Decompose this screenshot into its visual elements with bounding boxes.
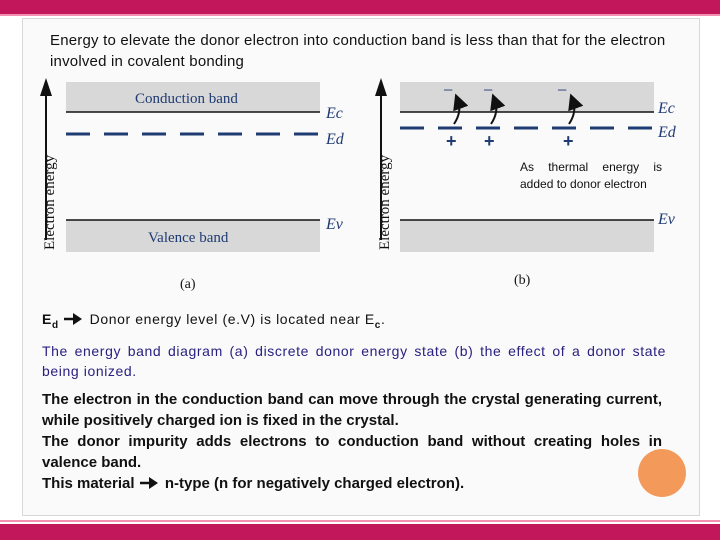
band-diagram: Electron energy Conduction band Ec Ed Va… (40, 78, 677, 292)
bottom-accent-stripe (0, 520, 720, 522)
material-text: This material (42, 475, 135, 492)
excitation-arrow-2 (490, 93, 506, 125)
conduction-band-b (400, 82, 654, 112)
free-electron-2: − (483, 80, 493, 100)
ionized-donor-3: + (563, 131, 574, 151)
energy-axis-a-arrow (40, 78, 52, 96)
ionized-donor-1: + (446, 131, 457, 151)
ev-label-b: Ev (657, 211, 676, 228)
thermal-energy-note: As thermal energy is added to donor elec… (520, 160, 662, 191)
ed-label-a: Ed (325, 131, 345, 148)
valence-band-a (66, 220, 320, 252)
top-accent-stripe (0, 14, 720, 16)
ec-label-b: Ec (657, 100, 675, 117)
panel-a-label: (a) (180, 277, 196, 292)
arrow-right-icon (139, 475, 161, 496)
ed-description-text: Donor energy level (e.V) is located near… (89, 311, 375, 327)
panel-b-label: (b) (514, 273, 531, 288)
arrow-right-icon (63, 312, 85, 329)
ec-label-a: Ec (325, 105, 343, 122)
ec-subscript: c (374, 319, 381, 331)
donor-level-description: Ed Donor energy level (e.V) is located n… (42, 311, 385, 331)
ed-description-end: . (380, 311, 386, 327)
explanation-paragraph-3: This material n-type (n for negatively c… (42, 473, 662, 496)
energy-axis-b-arrow (375, 78, 387, 96)
valence-band-label-a: Valence band (148, 230, 229, 246)
top-accent-bar (0, 0, 720, 14)
explanation-text: The electron in the conduction band can … (42, 389, 662, 496)
ed-label-b: Ed (657, 124, 677, 141)
explanation-paragraph-2: The donor impurity adds electrons to con… (42, 433, 662, 471)
free-electron-1: − (443, 80, 453, 100)
bottom-accent-bar (0, 524, 720, 540)
explanation-paragraph-1: The electron in the conduction band can … (42, 391, 662, 429)
valence-band-b (400, 220, 654, 252)
excitation-arrow-3 (568, 93, 584, 125)
ed-subscript: d (51, 319, 59, 331)
slide-title: Energy to elevate the donor electron int… (50, 32, 666, 70)
conduction-band-a (66, 82, 320, 112)
panel-b: Electron energy Ec Ed − − − + + + Ev (b) (375, 78, 677, 288)
excitation-arrow-1 (453, 93, 469, 125)
diagram-caption: The energy band diagram (a) discrete don… (42, 343, 666, 379)
ionized-donor-2: + (484, 131, 495, 151)
ed-symbol: E (42, 311, 52, 327)
ev-label-a: Ev (325, 216, 344, 233)
decorative-circle (638, 449, 686, 497)
conduction-band-label-a: Conduction band (135, 91, 238, 107)
free-electron-3: − (557, 80, 567, 100)
energy-axis-b-label: Electron energy (377, 154, 393, 250)
n-type-text: n-type (n for negatively charged electro… (164, 475, 465, 492)
energy-axis-a-label: Electron energy (42, 154, 58, 250)
panel-a: Electron energy Conduction band Ec Ed Va… (40, 78, 345, 292)
